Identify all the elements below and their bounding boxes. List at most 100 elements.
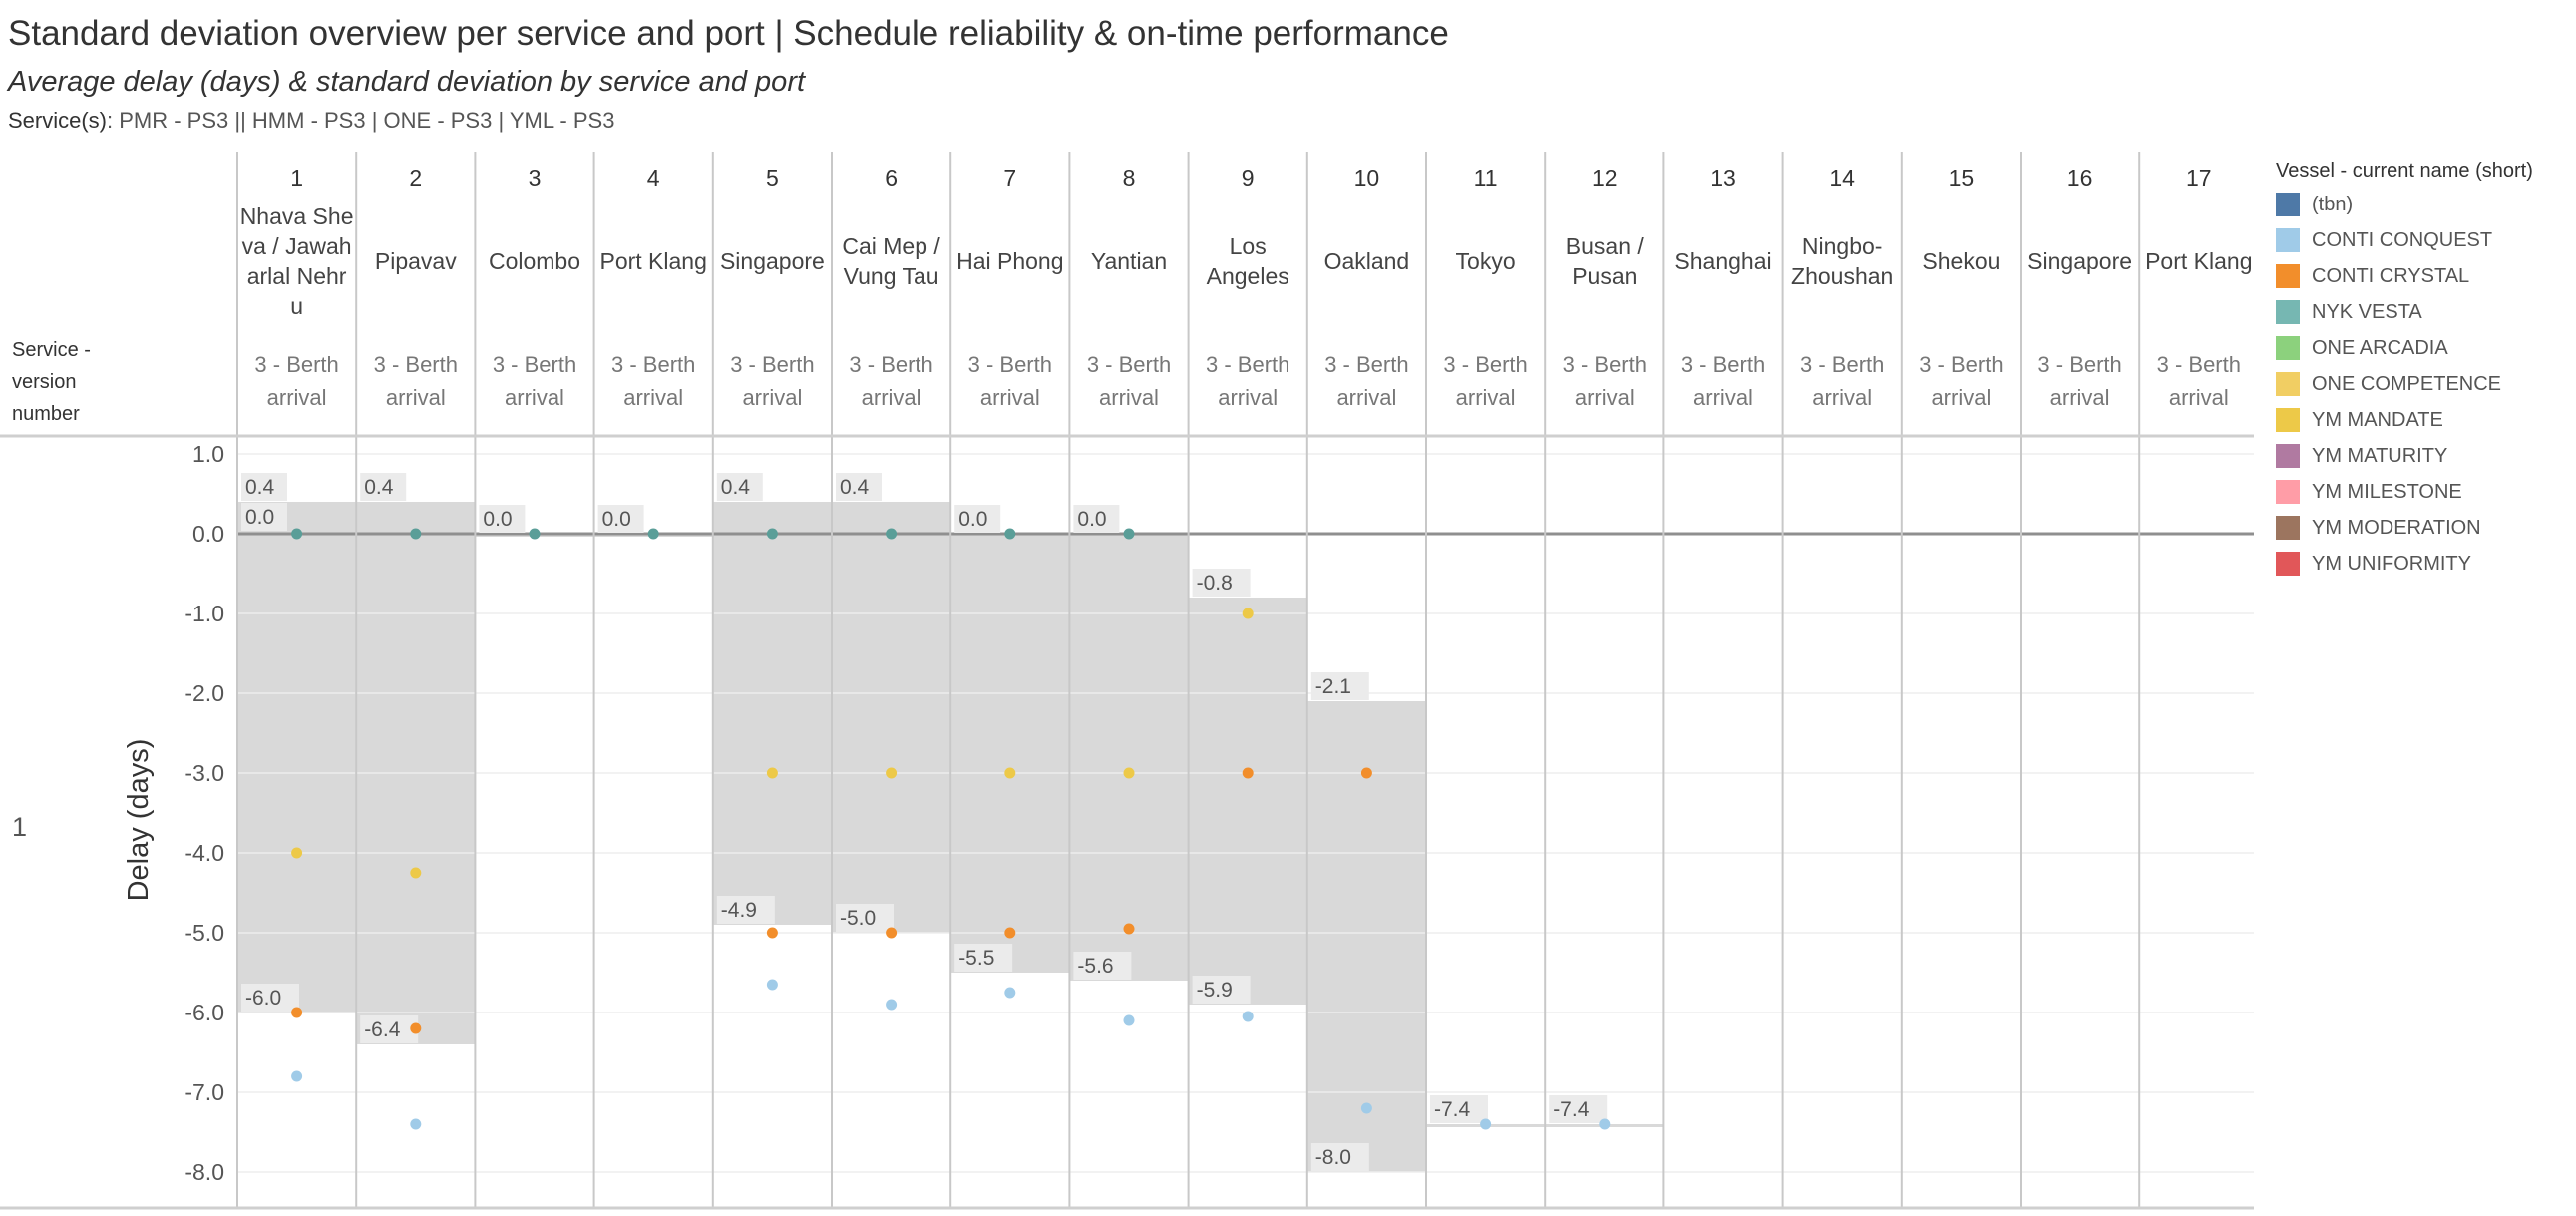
- legend-label: (tbn): [2312, 193, 2354, 215]
- legend-swatch: [2276, 444, 2300, 468]
- data-point[interactable]: [410, 867, 422, 879]
- column-port-name: Shekou: [1922, 248, 2000, 274]
- std-band: [1069, 534, 1189, 981]
- y-axis-label: Delay (days): [123, 739, 155, 902]
- legend-item[interactable]: YM MILESTONE: [2276, 474, 2571, 510]
- data-point[interactable]: [1004, 767, 1016, 779]
- data-point[interactable]: [766, 979, 778, 991]
- band-top-label: -2.1: [1315, 675, 1351, 698]
- column-seq: 4: [647, 165, 660, 191]
- data-point[interactable]: [1360, 767, 1372, 779]
- legend-swatch: [2276, 372, 2300, 396]
- band-top-label: 0.0: [1077, 508, 1106, 531]
- column-event: 3 - Berth arrival: [254, 352, 338, 410]
- data-point[interactable]: [886, 999, 898, 1011]
- data-point[interactable]: [291, 1007, 303, 1018]
- data-point[interactable]: [410, 1022, 422, 1034]
- y-tick-label: 1.0: [192, 441, 224, 467]
- data-point[interactable]: [1123, 528, 1135, 540]
- services-filter: Service(s): PMR - PS3 || HMM - PS3 | ONE…: [8, 108, 614, 134]
- data-point[interactable]: [1242, 608, 1254, 619]
- data-point[interactable]: [1004, 987, 1016, 999]
- legend-swatch: [2276, 264, 2300, 288]
- legend-item[interactable]: NYK VESTA: [2276, 294, 2571, 330]
- column-seq: 16: [2067, 165, 2093, 191]
- data-point[interactable]: [1123, 923, 1135, 935]
- legend-item[interactable]: ONE COMPETENCE: [2276, 366, 2571, 402]
- legend-item[interactable]: (tbn): [2276, 187, 2571, 222]
- column-event: 3 - Berth arrival: [968, 352, 1052, 410]
- column-event: 3 - Berth arrival: [1443, 352, 1527, 410]
- data-point[interactable]: [886, 528, 898, 540]
- column-port-name: Colombo: [489, 248, 580, 274]
- column-event: 3 - Berth arrival: [374, 352, 458, 410]
- data-point[interactable]: [766, 528, 778, 540]
- data-point[interactable]: [1004, 528, 1016, 540]
- data-point[interactable]: [291, 1070, 303, 1082]
- std-band: [832, 502, 951, 933]
- column-event: 3 - Berth arrival: [2157, 352, 2241, 410]
- legend-title: Vessel - current name (short): [2276, 160, 2533, 182]
- legend-item[interactable]: YM UNIFORMITY: [2276, 546, 2571, 582]
- data-point[interactable]: [766, 927, 778, 939]
- column-seq: 12: [1592, 165, 1618, 191]
- column-event: 3 - Berth arrival: [730, 352, 814, 410]
- band-top-label-bg: [360, 473, 407, 501]
- data-point[interactable]: [1360, 1102, 1372, 1114]
- data-point[interactable]: [1599, 1118, 1611, 1130]
- column-port-name: Port Klang: [2145, 248, 2252, 274]
- column-seq: 2: [409, 165, 422, 191]
- data-point[interactable]: [291, 847, 303, 859]
- column-seq: 8: [1123, 165, 1136, 191]
- legend-item[interactable]: CONTI CRYSTAL: [2276, 258, 2571, 294]
- data-point[interactable]: [529, 528, 541, 540]
- vessel-legend: Vessel - current name (short) (tbn) CONTI…: [2276, 160, 2571, 582]
- column-seq: 17: [2186, 165, 2212, 191]
- data-point[interactable]: [647, 528, 659, 540]
- data-point[interactable]: [1123, 1014, 1135, 1026]
- band-top-label: 0.4: [245, 476, 275, 499]
- y-tick-label: -3.0: [184, 760, 224, 786]
- column-event: 3 - Berth arrival: [2037, 352, 2121, 410]
- std-band: [712, 502, 832, 925]
- column-seq: 3: [529, 165, 542, 191]
- band-bottom-label-bg: [954, 944, 1013, 972]
- legend-item[interactable]: CONTI CONQUEST: [2276, 222, 2571, 258]
- band-bottom-label-bg: [241, 984, 299, 1012]
- data-point[interactable]: [1242, 767, 1254, 779]
- band-bottom-label: -8.0: [1315, 1146, 1351, 1169]
- column-event: 3 - Berth arrival: [1206, 352, 1289, 410]
- column-event: 3 - Berth arrival: [1800, 352, 1884, 410]
- data-point[interactable]: [1480, 1118, 1492, 1130]
- y-tick-label: -8.0: [184, 1159, 224, 1185]
- data-point[interactable]: [410, 528, 422, 540]
- column-port-name: Nhava She va / Jawah arlal Nehr u: [240, 203, 354, 319]
- data-point[interactable]: [291, 528, 303, 540]
- row-header: Service -version number: [12, 339, 91, 425]
- legend-swatch: [2276, 552, 2300, 576]
- legend-item[interactable]: YM MANDATE: [2276, 402, 2571, 438]
- data-point[interactable]: [410, 1118, 422, 1130]
- data-point[interactable]: [886, 927, 898, 939]
- band-bottom-label-bg: [1310, 1143, 1369, 1171]
- band-top-label-bg: [597, 505, 644, 533]
- data-point[interactable]: [1123, 767, 1135, 779]
- column-port-name: Tokyo: [1456, 248, 1516, 274]
- legend-item[interactable]: ONE ARCADIA: [2276, 330, 2571, 366]
- band-top-label: 0.0: [483, 508, 512, 531]
- legend-label: CONTI CRYSTAL: [2312, 264, 2470, 287]
- column-seq: 11: [1474, 165, 1498, 191]
- column-port-name: Port Klang: [599, 248, 706, 274]
- band-bottom-label: -6.4: [364, 1018, 401, 1041]
- column-port-name: Singapore: [720, 248, 825, 274]
- band-bottom-label: -5.0: [840, 907, 876, 930]
- band-bottom-label: -5.9: [1197, 979, 1233, 1002]
- data-point[interactable]: [1242, 1011, 1254, 1022]
- column-seq: 15: [1949, 165, 1975, 191]
- page-title: Standard deviation overview per service …: [8, 14, 1449, 53]
- legend-item[interactable]: YM MATURITY: [2276, 438, 2571, 474]
- legend-item[interactable]: YM MODERATION: [2276, 510, 2571, 546]
- data-point[interactable]: [886, 767, 898, 779]
- data-point[interactable]: [766, 767, 778, 779]
- data-point[interactable]: [1004, 927, 1016, 939]
